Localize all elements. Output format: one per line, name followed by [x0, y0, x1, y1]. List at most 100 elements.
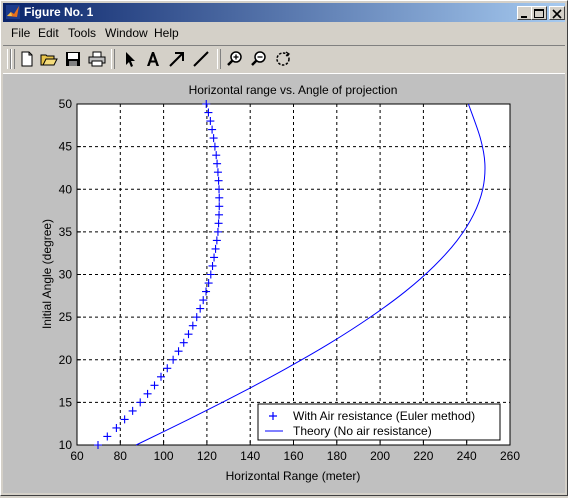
menu-tools[interactable]: Tools: [68, 26, 97, 40]
data-point-air-resistance: [215, 185, 224, 194]
data-point-air-resistance: [214, 176, 223, 185]
matlab-logo-icon: [6, 5, 20, 19]
data-point-air-resistance: [202, 287, 211, 296]
zoom-in-button[interactable]: [225, 49, 245, 69]
zoom-in-icon: [227, 51, 242, 66]
x-tick-label: 160: [283, 449, 303, 463]
data-point-air-resistance: [204, 279, 213, 288]
rotate-3d-button[interactable]: [273, 49, 293, 69]
insert-line-icon: [193, 51, 209, 67]
series-theory: [135, 103, 486, 446]
menu-bar: File Edit Tools Window Help: [3, 24, 565, 43]
insert-arrow-button[interactable]: [167, 49, 187, 69]
data-point-air-resistance: [206, 117, 215, 126]
data-point-air-resistance: [103, 432, 112, 441]
save-icon: [66, 52, 80, 66]
legend-box: [257, 403, 501, 441]
y-tick-label: 25: [59, 310, 73, 324]
data-point-air-resistance: [210, 253, 219, 262]
legend-marker-air-resistance: [269, 412, 277, 420]
y-tick-label: 35: [59, 225, 73, 239]
window-title: Figure No. 1: [24, 5, 94, 19]
menu-file[interactable]: File: [11, 26, 31, 40]
data-point-air-resistance: [188, 321, 197, 330]
data-point-air-resistance: [94, 441, 103, 449]
y-axis-label: Initial Angle (degree): [40, 219, 54, 329]
data-point-air-resistance: [179, 338, 188, 347]
data-point-air-resistance: [169, 355, 178, 364]
data-point-air-resistance: [157, 372, 166, 381]
print-button[interactable]: [87, 49, 107, 69]
x-axis-label: Horizontal Range (meter): [226, 469, 361, 483]
chart: 60 80 100 120 140 160 180 200 220 240 260 10 15 20 25…: [40, 83, 520, 483]
edit-plot-arrow-icon: [126, 52, 135, 67]
data-point-air-resistance: [212, 236, 221, 245]
data-point-air-resistance: [206, 270, 215, 279]
toolbar-grip[interactable]: [7, 49, 11, 69]
x-tick-label: 60: [70, 449, 84, 463]
insert-line-button[interactable]: [191, 49, 211, 69]
new-figure-button[interactable]: [17, 49, 37, 69]
data-point-air-resistance: [208, 125, 217, 134]
data-point-air-resistance: [128, 406, 137, 415]
data-point-air-resistance: [213, 168, 222, 177]
data-point-air-resistance: [143, 389, 152, 398]
print-icon: [88, 51, 106, 67]
data-point-air-resistance: [213, 159, 222, 168]
data-point-air-resistance: [215, 193, 224, 202]
data-point-air-resistance: [215, 210, 224, 219]
zoom-out-button[interactable]: [249, 49, 269, 69]
y-tick-label: 10: [59, 438, 73, 452]
data-point-air-resistance: [202, 100, 211, 108]
x-tick-label: 200: [370, 449, 390, 463]
data-point-air-resistance: [192, 313, 201, 322]
toolbar-grip[interactable]: [11, 49, 15, 69]
toolbar-separator: [217, 49, 221, 69]
save-button[interactable]: [63, 49, 83, 69]
legend-label-air-resistance: With Air resistance (Euler method): [293, 409, 475, 423]
x-tick-label: 180: [327, 449, 347, 463]
data-point-air-resistance: [199, 296, 208, 305]
data-point-air-resistance: [120, 415, 129, 424]
data-point-air-resistance: [204, 108, 213, 117]
maximize-icon: [534, 9, 544, 18]
open-file-icon: [40, 54, 58, 66]
x-axis-ticks: 60 80 100 120 140 160 180 200 220 240 260: [70, 441, 520, 463]
insert-arrow-icon: [169, 52, 184, 67]
data-point-air-resistance: [196, 304, 205, 313]
grid-lines: [77, 104, 510, 445]
zoom-out-icon: [251, 51, 266, 66]
legend-label-theory: Theory (No air resistance): [293, 424, 432, 438]
data-point-air-resistance: [215, 202, 224, 211]
menu-help[interactable]: Help: [154, 26, 179, 40]
figure-canvas: 60 80 100 120 140 160 180 200 220 240 260 10 15 20 25…: [3, 74, 565, 493]
data-point-air-resistance: [184, 330, 193, 339]
close-button[interactable]: [549, 6, 565, 20]
series-line-theory: [135, 103, 486, 446]
maximize-button[interactable]: [531, 6, 547, 20]
menu-window[interactable]: Window: [105, 26, 148, 40]
chart-title: Horizontal range vs. Angle of projection: [189, 83, 398, 97]
insert-text-icon: [147, 52, 159, 66]
toolbar: [3, 45, 565, 74]
data-point-air-resistance: [150, 381, 159, 390]
y-tick-label: 15: [59, 395, 73, 409]
y-tick-label: 30: [59, 268, 73, 282]
data-point-air-resistance: [212, 151, 221, 160]
x-tick-label: 220: [413, 449, 433, 463]
y-axis-ticks: 10 15 20 25 30 35 40 45 50: [59, 97, 81, 452]
title-bar[interactable]: Figure No. 1: [3, 3, 565, 22]
close-icon: [552, 9, 562, 19]
data-point-air-resistance: [214, 219, 223, 228]
open-file-button[interactable]: [39, 49, 59, 69]
edit-plot-button[interactable]: [119, 49, 139, 69]
insert-text-button[interactable]: [143, 49, 163, 69]
data-point-air-resistance: [136, 398, 145, 407]
legend[interactable]: With Air resistance (Euler method) Theor…: [257, 403, 501, 441]
menu-edit[interactable]: Edit: [38, 26, 59, 40]
x-tick-label: 140: [240, 449, 260, 463]
data-point-air-resistance: [209, 134, 218, 143]
series-air-resistance: [94, 100, 224, 449]
data-point-air-resistance: [213, 227, 222, 236]
x-tick-label: 120: [197, 449, 217, 463]
